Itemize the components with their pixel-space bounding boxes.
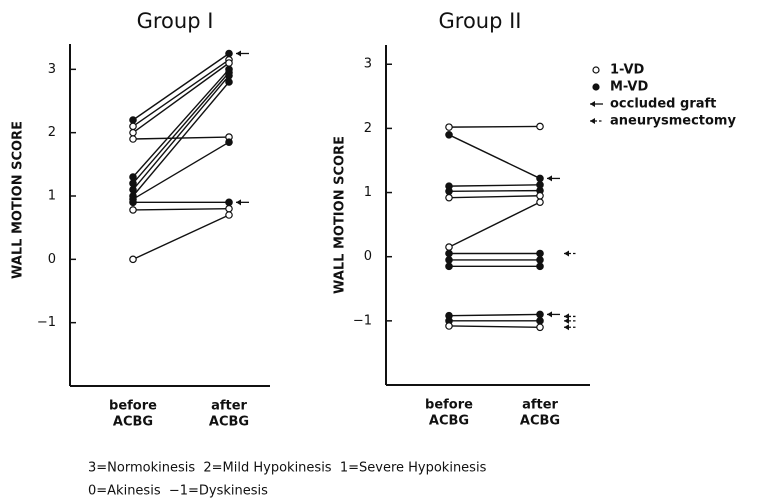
data-point xyxy=(536,317,544,325)
data-point xyxy=(129,128,137,137)
y-axis-label: WALL MOTION SCORE xyxy=(333,136,348,294)
data-point xyxy=(445,193,453,202)
legend-label: M-VD xyxy=(610,80,648,95)
data-point xyxy=(445,123,453,131)
data-point xyxy=(129,198,137,207)
y-tick-label: 2 xyxy=(364,121,372,136)
legend-marker xyxy=(590,101,595,107)
data-point xyxy=(536,323,544,332)
slope-line xyxy=(448,134,541,180)
x-tick-label: before xyxy=(425,398,473,413)
note: 0=Akinesis −1=Dyskinesis xyxy=(88,484,268,499)
y-tick-label: 3 xyxy=(48,62,56,77)
slope-line xyxy=(448,195,541,199)
data-point xyxy=(536,249,544,258)
slope-line xyxy=(132,72,230,184)
y-tick-label: −1 xyxy=(353,313,372,328)
data-point xyxy=(536,174,544,183)
y-tick-label: 1 xyxy=(364,185,372,200)
data-point xyxy=(445,249,453,258)
slope-line xyxy=(448,201,541,248)
slope-line xyxy=(132,52,230,121)
data-point xyxy=(129,206,137,214)
slope-line xyxy=(448,125,541,128)
data-point xyxy=(129,179,137,188)
y-tick-label: 0 xyxy=(48,252,56,267)
y-tick-label: −1 xyxy=(37,315,56,330)
x-tick-label: after xyxy=(211,399,247,414)
slope-line xyxy=(132,207,230,211)
data-point xyxy=(129,173,137,181)
aneurysmectomy-arrow xyxy=(564,317,569,324)
data-point xyxy=(225,138,233,146)
x-tick-label: ACBG xyxy=(209,415,249,430)
y-tick-label: 3 xyxy=(364,57,372,72)
aneurysmectomy-arrow xyxy=(564,313,569,320)
data-point xyxy=(445,243,453,251)
data-point xyxy=(129,185,137,194)
data-point xyxy=(225,49,233,58)
slope-line xyxy=(448,325,541,328)
legend-label: occluded graft xyxy=(610,97,716,112)
aneurysmectomy-arrow xyxy=(564,250,569,257)
data-point xyxy=(536,256,544,264)
occluded-arrow xyxy=(547,175,552,182)
occluded-arrow xyxy=(547,311,552,318)
y-tick-label: 0 xyxy=(364,249,372,264)
data-point xyxy=(445,256,453,264)
y-tick-label: 2 xyxy=(48,125,56,140)
data-point xyxy=(536,262,544,271)
y-axis-label: WALL MOTION SCORE xyxy=(11,121,26,279)
occluded-arrow xyxy=(236,50,241,57)
data-point xyxy=(536,191,544,200)
legend-marker xyxy=(590,118,595,124)
slope-line xyxy=(448,313,541,317)
slope-line xyxy=(448,189,541,192)
slope-line xyxy=(132,68,230,178)
note: 3=Normokinesis 2=Mild Hypokinesis 1=Seve… xyxy=(88,461,487,476)
data-point xyxy=(225,204,233,213)
slope-line xyxy=(448,184,541,187)
slope-line xyxy=(132,75,230,191)
data-point xyxy=(445,322,453,330)
x-tick-label: after xyxy=(522,398,558,413)
data-point xyxy=(445,262,453,271)
data-point xyxy=(225,71,233,80)
aneurysmectomy-arrow xyxy=(564,324,569,331)
legend-label: aneurysmectomy xyxy=(610,114,736,129)
x-tick-label: before xyxy=(109,399,157,414)
chart-title: Group I xyxy=(137,9,214,33)
data-point xyxy=(129,116,137,124)
data-point xyxy=(536,310,544,319)
data-point xyxy=(225,78,233,86)
data-point xyxy=(225,211,233,219)
data-point xyxy=(225,198,233,207)
data-point xyxy=(536,198,544,206)
data-point xyxy=(129,122,137,131)
data-point xyxy=(129,135,137,143)
slope-line xyxy=(132,214,230,260)
y-tick-label: 1 xyxy=(48,189,56,204)
slope-line xyxy=(132,141,230,200)
legend-label: 1-VD xyxy=(610,63,645,78)
data-point xyxy=(445,187,453,196)
chart-title: Group II xyxy=(439,9,522,33)
data-point xyxy=(225,59,233,67)
x-tick-label: ACBG xyxy=(113,415,153,430)
legend-marker xyxy=(592,83,600,91)
slope-line xyxy=(132,62,230,134)
data-point xyxy=(445,131,453,139)
x-tick-label: ACBG xyxy=(429,414,469,429)
data-point xyxy=(536,122,544,131)
x-tick-label: ACBG xyxy=(520,414,560,429)
occluded-arrow xyxy=(236,199,241,206)
slope-line xyxy=(132,81,230,197)
slope-line xyxy=(132,59,230,127)
data-point xyxy=(129,255,137,264)
legend-marker xyxy=(592,66,600,74)
